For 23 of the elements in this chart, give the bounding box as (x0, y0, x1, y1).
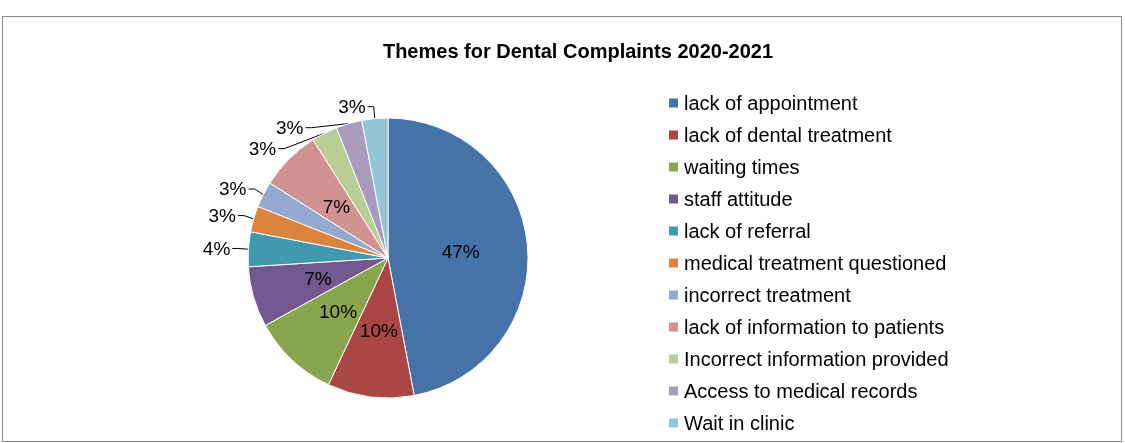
legend-label: Access to medical records (684, 380, 918, 402)
legend-label: Incorrect information provided (684, 348, 949, 370)
data-label: 10% (359, 319, 398, 341)
legend-label: lack of appointment (684, 92, 858, 114)
data-label: 3% (248, 138, 277, 160)
legend-label: staff attitude (684, 188, 793, 210)
data-label: 7% (322, 195, 351, 217)
legend-label: Wait in clinic (684, 412, 795, 434)
chart-title: Themes for Dental Complaints 2020-2021 (382, 40, 774, 62)
data-label: 4% (202, 237, 231, 259)
legend-label: medical treatment questioned (684, 252, 947, 274)
legend-label: waiting times (683, 156, 800, 178)
data-label: 47% (441, 240, 480, 262)
data-label: 3% (219, 178, 247, 200)
data-label: 7% (304, 267, 332, 289)
data-label: 3% (208, 205, 237, 227)
legend-label: incorrect treatment (684, 284, 852, 306)
data-label: 10% (319, 300, 358, 322)
data-label: 3% (276, 117, 304, 139)
legend-label: lack of information to patients (684, 316, 945, 338)
data-label: 3% (338, 96, 366, 118)
legend-label: lack of dental treatment (684, 124, 893, 146)
legend-label: lack of referral (684, 220, 811, 242)
